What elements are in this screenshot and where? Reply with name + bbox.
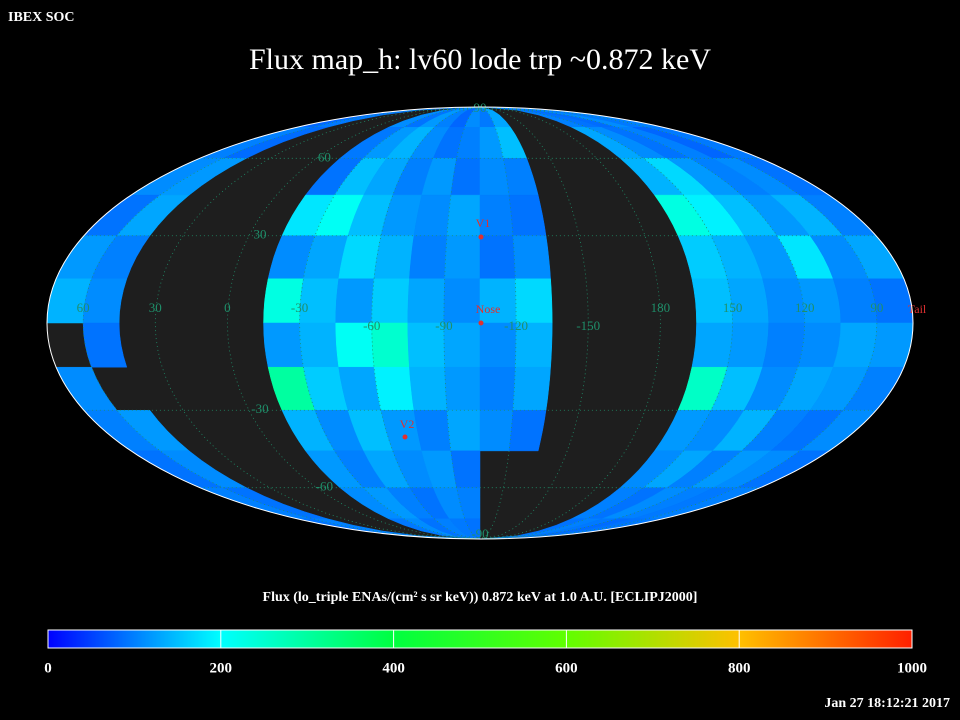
meridian [479, 106, 733, 540]
map-cell [299, 322, 339, 368]
map-cell [371, 278, 410, 324]
map-cell [479, 410, 514, 452]
lat-label: -60 [316, 479, 333, 494]
lon-label: -60 [363, 318, 380, 333]
colorbar-tick-label: 200 [210, 660, 233, 676]
header: IBEX SOC [8, 10, 75, 25]
lon-label: 180 [651, 300, 671, 315]
colorbar-tick-label: 1000 [897, 660, 927, 676]
lat-label: -90 [471, 526, 488, 541]
map-cell [762, 322, 806, 368]
map-cell [409, 235, 448, 280]
map-cell [479, 366, 516, 411]
lon-label: 150 [723, 300, 743, 315]
map-cell [373, 366, 415, 411]
map-cell [444, 366, 481, 411]
map-cells [47, 107, 913, 539]
lat-label: 60 [318, 149, 331, 164]
lon-label: 60 [77, 300, 90, 315]
lon-label: -30 [291, 300, 308, 315]
meridian [479, 106, 806, 540]
meridian [227, 106, 481, 540]
meridian [154, 106, 481, 540]
title: Flux map_h: lv60 lode trp ~0.872 keV [249, 43, 711, 76]
graticule: 90 60 30 -30 -60 -90 60 30 0 -30 -60 -90 -120 -150 180… [77, 100, 927, 541]
map-cell [409, 366, 448, 411]
map-cell [512, 366, 551, 411]
map-cell [464, 518, 481, 539]
lon-label: 0 [224, 300, 231, 315]
colorbar-tick-label: 600 [555, 660, 578, 676]
colorbar-ticks: 0 200 400 600 800 1000 [44, 630, 927, 676]
marker-dot [402, 434, 408, 440]
map-cell [335, 278, 375, 324]
colorbar [47, 629, 913, 649]
colorbar-tick-label: 0 [44, 660, 52, 676]
lon-label: 120 [795, 300, 815, 315]
map-cell [515, 278, 553, 324]
colorbar-tick-label: 400 [382, 660, 405, 676]
lon-label: 90 [870, 300, 883, 315]
meridian [479, 106, 661, 540]
meridian [479, 106, 589, 540]
map-outline [46, 106, 914, 540]
meridian [299, 106, 481, 540]
colorbar-tick-label: 800 [728, 660, 751, 676]
lat-label: -30 [251, 401, 268, 416]
map-cell [444, 235, 481, 280]
map-cell [726, 322, 769, 368]
map-cell [479, 235, 516, 280]
timestamp: Jan 27 18:12:21 2017 [824, 696, 950, 711]
map-cell [691, 322, 733, 368]
map-cell [512, 235, 551, 280]
marker-label: Tail [908, 302, 927, 316]
lon-label: -120 [504, 318, 528, 333]
meridian [371, 106, 481, 540]
lon-label: -150 [576, 318, 600, 333]
map-cell [407, 278, 445, 324]
map-cell [446, 410, 481, 452]
map-cell [797, 322, 842, 368]
marker-label: V1 [476, 216, 491, 230]
lat-label: 30 [253, 227, 266, 242]
lon-label: -90 [435, 318, 452, 333]
map-cell [82, 322, 128, 368]
marker-dot [478, 234, 484, 240]
colorbar-label: Flux (lo_triple ENAs/(cm² s sr keV)) 0.8… [263, 590, 698, 605]
lon-label: 30 [149, 300, 162, 315]
marker-label: V2 [400, 417, 415, 431]
map-cell [443, 278, 481, 324]
marker-dot [478, 320, 484, 326]
marker-label: Nose [476, 302, 501, 316]
map-cell [263, 322, 304, 368]
